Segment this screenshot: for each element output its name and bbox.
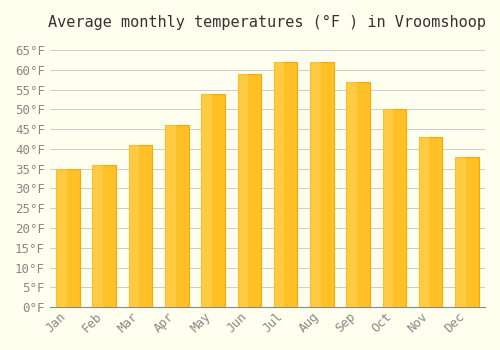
Bar [202,93,225,307]
FancyBboxPatch shape [56,169,67,307]
Bar [128,145,152,307]
Bar [274,62,297,307]
Bar [165,125,188,307]
FancyBboxPatch shape [202,93,212,307]
Title: Average monthly temperatures (°F ) in Vroomshoop: Average monthly temperatures (°F ) in Vr… [48,15,486,30]
FancyBboxPatch shape [274,62,284,307]
FancyBboxPatch shape [346,82,357,307]
FancyBboxPatch shape [382,109,393,307]
Bar [455,157,478,307]
FancyBboxPatch shape [128,145,140,307]
Bar [419,137,442,307]
Bar [382,109,406,307]
FancyBboxPatch shape [310,62,320,307]
FancyBboxPatch shape [238,74,248,307]
Bar [310,62,334,307]
FancyBboxPatch shape [165,125,175,307]
Bar [238,74,261,307]
Bar [56,169,80,307]
Bar [92,165,116,307]
FancyBboxPatch shape [92,165,103,307]
FancyBboxPatch shape [419,137,430,307]
Bar [346,82,370,307]
FancyBboxPatch shape [455,157,466,307]
